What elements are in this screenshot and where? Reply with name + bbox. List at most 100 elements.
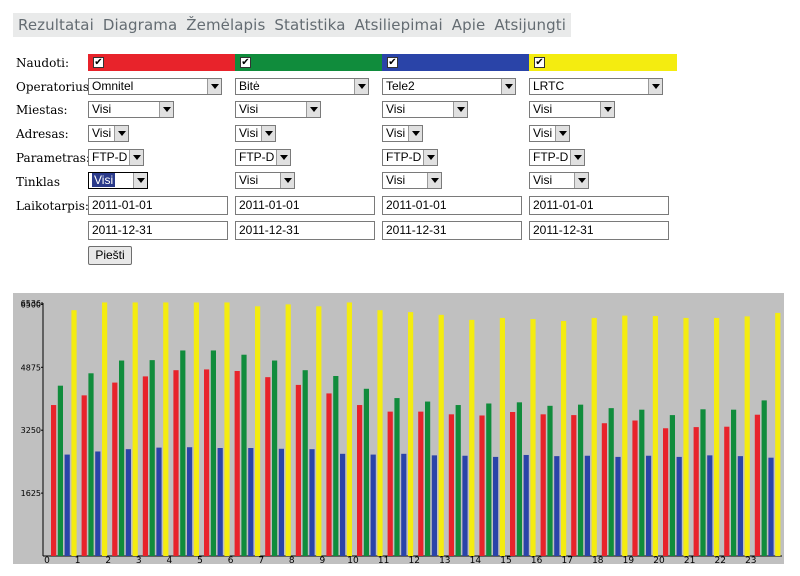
bar	[462, 455, 468, 556]
address-select[interactable]: Visi	[529, 125, 570, 142]
chevron-down-icon	[114, 126, 128, 141]
address-select[interactable]: Visi	[235, 125, 276, 142]
bar	[516, 402, 522, 556]
bar	[173, 370, 179, 556]
bar	[615, 456, 621, 556]
bar	[530, 319, 536, 556]
chevron-down-icon	[306, 102, 320, 117]
network-select[interactable]: Visi	[529, 172, 589, 189]
bar	[693, 427, 699, 556]
x-tick-label: 14	[470, 556, 482, 564]
date-from-input[interactable]: 2011-01-01	[382, 196, 522, 215]
parameter-select[interactable]: FTP-D	[382, 149, 438, 166]
chevron-down-icon	[354, 79, 368, 94]
bar	[278, 448, 284, 556]
bar	[346, 302, 352, 556]
city-select[interactable]: Visi	[235, 101, 321, 118]
date-to-input[interactable]: 2011-12-31	[88, 221, 228, 240]
date-to-input[interactable]: 2011-12-31	[235, 221, 375, 240]
chevron-down-icon	[574, 173, 588, 188]
city-select[interactable]: Visi	[529, 101, 615, 118]
chevron-down-icon	[133, 173, 147, 188]
bar	[408, 312, 414, 556]
bar	[370, 454, 376, 556]
x-tick-label: 10	[347, 556, 359, 564]
bar	[761, 400, 767, 556]
bar	[622, 315, 628, 556]
bar	[639, 409, 645, 556]
date-to-input[interactable]: 2011-12-31	[382, 221, 522, 240]
address-select[interactable]: Visi	[88, 125, 129, 142]
operator-select[interactable]: Omnitel	[88, 78, 222, 95]
bar	[340, 453, 346, 556]
bar	[265, 377, 271, 556]
bar	[469, 319, 475, 556]
chevron-down-icon	[129, 150, 143, 165]
bar	[571, 415, 577, 556]
nav-zemelapis[interactable]: Žemėlapis	[186, 16, 266, 34]
x-tick-label: 19	[623, 556, 635, 564]
bar	[156, 447, 162, 556]
network-select[interactable]: Visi	[382, 172, 442, 189]
bar	[744, 316, 750, 556]
network-select[interactable]: Visi	[88, 172, 148, 189]
bar	[632, 420, 638, 556]
x-tick-label: 5	[197, 556, 203, 564]
use-checkbox[interactable]: ✔	[387, 57, 398, 68]
bar	[187, 447, 193, 556]
parameter-select[interactable]: FTP-D	[88, 149, 144, 166]
use-checkbox[interactable]: ✔	[240, 57, 251, 68]
nav-diagrama[interactable]: Diagrama	[102, 16, 178, 34]
city-select[interactable]: Visi	[88, 101, 174, 118]
use-checkbox[interactable]: ✔	[534, 57, 545, 68]
x-tick-label: 23	[745, 556, 756, 564]
chevron-down-icon	[453, 102, 467, 117]
nav-atsijungti[interactable]: Atsijungti	[494, 16, 566, 34]
nav-statistika[interactable]: Statistika	[274, 16, 346, 34]
nav-apie[interactable]: Apie	[451, 16, 486, 34]
bar	[584, 455, 590, 556]
bar	[510, 412, 516, 556]
label-use: Naudoti:	[16, 56, 69, 70]
draw-button[interactable]: Piešti	[88, 246, 132, 265]
x-tick-label: 7	[258, 556, 264, 564]
date-from-input[interactable]: 2011-01-01	[235, 196, 375, 215]
chevron-down-icon	[501, 79, 515, 94]
bar	[255, 306, 261, 556]
operator-select[interactable]: Tele2	[382, 78, 516, 95]
date-from-input[interactable]: 2011-01-01	[529, 196, 669, 215]
parameter-select[interactable]: FTP-D	[529, 149, 585, 166]
nav-atsiliepimai[interactable]: Atsiliepimai	[354, 16, 443, 34]
address-select[interactable]: Visi	[382, 125, 423, 142]
parameter-select[interactable]: FTP-D	[235, 149, 291, 166]
date-from-input[interactable]: 2011-01-01	[88, 196, 228, 215]
use-checkbox[interactable]: ✔	[93, 57, 104, 68]
operator-select[interactable]: Bitė	[235, 78, 369, 95]
bar	[357, 405, 363, 556]
bar	[302, 370, 308, 556]
chevron-down-icon	[276, 150, 290, 165]
date-to-input[interactable]: 2011-12-31	[529, 221, 669, 240]
bar	[125, 449, 131, 556]
bar	[754, 414, 760, 556]
bar	[119, 360, 125, 556]
nav-rezultatai[interactable]: Rezultatai	[18, 16, 94, 34]
chevron-down-icon	[159, 102, 173, 117]
bar	[285, 304, 291, 556]
operator-select[interactable]: LRTC	[529, 78, 663, 95]
chevron-down-icon	[261, 126, 275, 141]
x-tick-label: 2	[105, 556, 111, 564]
bar	[768, 457, 774, 556]
operator-color-swatch: ✔	[529, 54, 677, 71]
y-tick-label: 1625	[21, 489, 41, 498]
city-select[interactable]: Visi	[382, 101, 468, 118]
bar	[707, 455, 713, 556]
network-select[interactable]: Visi	[235, 172, 295, 189]
x-tick-label: 3	[136, 556, 142, 564]
label-parameter: Parametras:	[16, 151, 90, 165]
bar	[455, 405, 461, 556]
bar	[241, 354, 247, 556]
bar	[608, 408, 614, 556]
chevron-down-icon	[648, 79, 662, 94]
